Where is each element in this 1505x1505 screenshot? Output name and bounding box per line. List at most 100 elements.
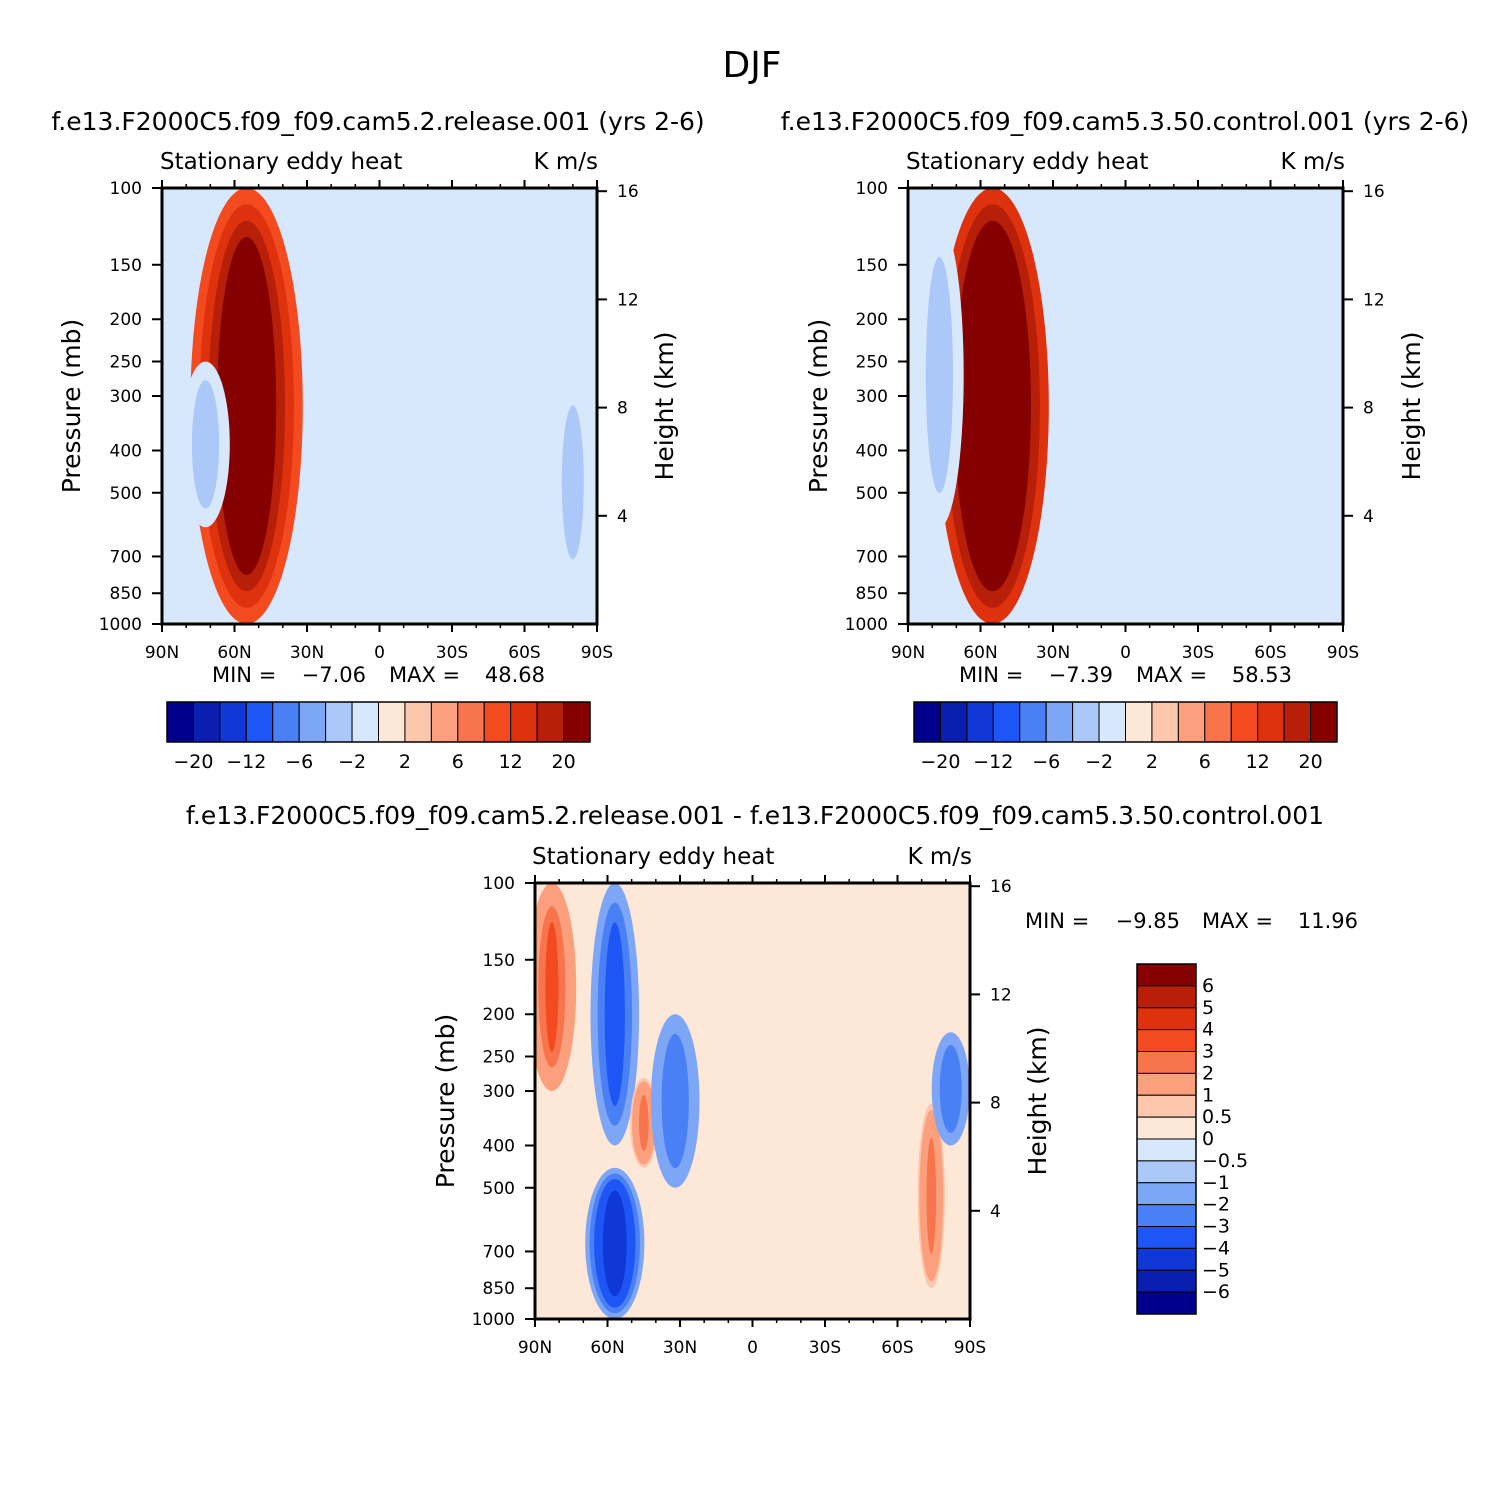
y2-tick-label: 12 bbox=[617, 290, 639, 310]
y-tick-label: 250 bbox=[110, 353, 142, 373]
colorbar-swatch bbox=[299, 702, 325, 742]
colorbar-swatch bbox=[1137, 1117, 1196, 1139]
y2-tick-label: 4 bbox=[990, 1202, 1001, 1222]
max-label: MAX = bbox=[1136, 663, 1207, 687]
colorbar-swatch bbox=[537, 702, 563, 742]
x-tick-label: 60N bbox=[217, 643, 251, 663]
y-tick-label: 1000 bbox=[472, 1310, 515, 1330]
y2-axis-label: Height (km) bbox=[1023, 1027, 1052, 1176]
colorbar-label: −4 bbox=[1202, 1237, 1230, 1259]
colorbar-swatch bbox=[914, 702, 940, 742]
colorbar-swatch bbox=[1126, 702, 1152, 742]
contour-region bbox=[567, 420, 578, 544]
colorbar-label: −6 bbox=[1202, 1281, 1230, 1303]
colorbar-swatch bbox=[167, 702, 193, 742]
colorbar-label: 6 bbox=[1199, 751, 1211, 773]
max-value: 11.96 bbox=[1298, 909, 1358, 933]
y-tick-label: 400 bbox=[110, 441, 142, 461]
x-tick-label: 60N bbox=[590, 1338, 624, 1358]
variable-label: Stationary eddy heat bbox=[532, 844, 774, 870]
y-tick-label: 500 bbox=[483, 1179, 515, 1199]
x-tick-label: 60N bbox=[963, 643, 997, 663]
colorbar-swatch bbox=[1231, 702, 1257, 742]
y-tick-label: 850 bbox=[110, 584, 142, 604]
colorbar-swatch bbox=[458, 702, 484, 742]
colorbar-label: −5 bbox=[1202, 1259, 1230, 1281]
colorbar: 6543210.50−0.5−1−2−3−4−5−6 bbox=[1137, 964, 1248, 1314]
colorbar-label: 20 bbox=[552, 751, 576, 773]
variable-label: Stationary eddy heat bbox=[160, 149, 402, 175]
y-tick-label: 200 bbox=[483, 1005, 515, 1025]
colorbar-swatch bbox=[1137, 1161, 1196, 1183]
colorbar-swatch bbox=[1152, 702, 1178, 742]
colorbar-swatch bbox=[1205, 702, 1231, 742]
colorbar-label: 20 bbox=[1299, 751, 1323, 773]
max-value: 58.53 bbox=[1232, 663, 1292, 687]
x-tick-label: 30S bbox=[809, 1338, 841, 1358]
x-tick-label: 0 bbox=[374, 643, 385, 663]
y-axis-label: Pressure (mb) bbox=[804, 319, 833, 493]
figure: DJF f.e13.F2000C5.f09_f09.cam5.2.release… bbox=[0, 0, 1505, 1505]
x-tick-label: 30S bbox=[436, 643, 468, 663]
y-tick-label: 300 bbox=[856, 387, 888, 407]
y-tick-label: 200 bbox=[856, 310, 888, 330]
y-tick-label: 150 bbox=[483, 951, 515, 971]
y-tick-label: 250 bbox=[856, 353, 888, 373]
colorbar-swatch bbox=[564, 702, 590, 742]
contour-region bbox=[199, 393, 212, 497]
max-value: 48.68 bbox=[485, 663, 545, 687]
colorbar-label: −2 bbox=[1085, 751, 1113, 773]
colorbar-label: −3 bbox=[1202, 1216, 1230, 1238]
min-value: −7.06 bbox=[302, 663, 366, 687]
x-tick-label: 90S bbox=[581, 643, 613, 663]
y2-tick-label: 12 bbox=[990, 985, 1012, 1005]
min-value: −7.39 bbox=[1049, 663, 1113, 687]
colorbar-label: 0.5 bbox=[1202, 1106, 1232, 1128]
colorbar-swatch bbox=[273, 702, 299, 742]
colorbar-label: −2 bbox=[338, 751, 366, 773]
y-tick-label: 100 bbox=[483, 874, 515, 894]
y-axis-label: Pressure (mb) bbox=[431, 1014, 460, 1188]
colorbar-swatch bbox=[1178, 702, 1204, 742]
colorbar-swatch bbox=[1099, 702, 1125, 742]
colorbar-swatch bbox=[352, 702, 378, 742]
x-tick-label: 60S bbox=[508, 643, 540, 663]
x-tick-label: 30N bbox=[663, 1338, 697, 1358]
case-title: f.e13.F2000C5.f09_f09.cam5.2.release.001… bbox=[51, 107, 704, 136]
colorbar-label: −2 bbox=[1202, 1194, 1230, 1216]
case-title: f.e13.F2000C5.f09_f09.cam5.2.release.001… bbox=[186, 801, 1324, 830]
colorbar-swatch bbox=[967, 702, 993, 742]
colorbar-swatch bbox=[1137, 1073, 1196, 1095]
colorbar-swatch bbox=[405, 702, 431, 742]
y-tick-label: 150 bbox=[856, 256, 888, 276]
contour-region bbox=[1313, 457, 1324, 562]
colorbar-swatch bbox=[1137, 1139, 1196, 1161]
y-tick-label: 700 bbox=[110, 547, 142, 567]
colorbar-label: 2 bbox=[1146, 751, 1158, 773]
colorbar-swatch bbox=[511, 702, 537, 742]
colorbar-swatch bbox=[993, 702, 1019, 742]
colorbar-label: 6 bbox=[452, 751, 464, 773]
colorbar-swatch bbox=[193, 702, 219, 742]
x-tick-label: 90S bbox=[954, 1338, 986, 1358]
contour-region bbox=[669, 1047, 682, 1155]
colorbar: −20 −12 −6 −2 2 6 12 20 bbox=[167, 702, 590, 773]
colorbar-swatch bbox=[431, 702, 457, 742]
x-tick-label: 90N bbox=[145, 643, 179, 663]
max-label: MAX = bbox=[1202, 909, 1273, 933]
y-tick-label: 500 bbox=[856, 484, 888, 504]
y-tick-label: 1000 bbox=[99, 615, 142, 635]
colorbar-swatch bbox=[1137, 986, 1196, 1008]
y2-tick-label: 16 bbox=[990, 877, 1012, 897]
colorbar-label: 12 bbox=[499, 751, 523, 773]
x-tick-label: 90N bbox=[891, 643, 925, 663]
colorbar-swatch bbox=[1137, 1205, 1196, 1227]
units-label: K m/s bbox=[533, 149, 598, 175]
colorbar-swatch bbox=[1137, 1030, 1196, 1052]
y-tick-label: 300 bbox=[483, 1082, 515, 1102]
y-axis-label: Pressure (mb) bbox=[57, 319, 86, 493]
contour-region bbox=[608, 932, 621, 1096]
colorbar-label: −0.5 bbox=[1202, 1150, 1248, 1172]
x-tick-label: 30N bbox=[1036, 643, 1070, 663]
contour-region bbox=[607, 1196, 622, 1290]
